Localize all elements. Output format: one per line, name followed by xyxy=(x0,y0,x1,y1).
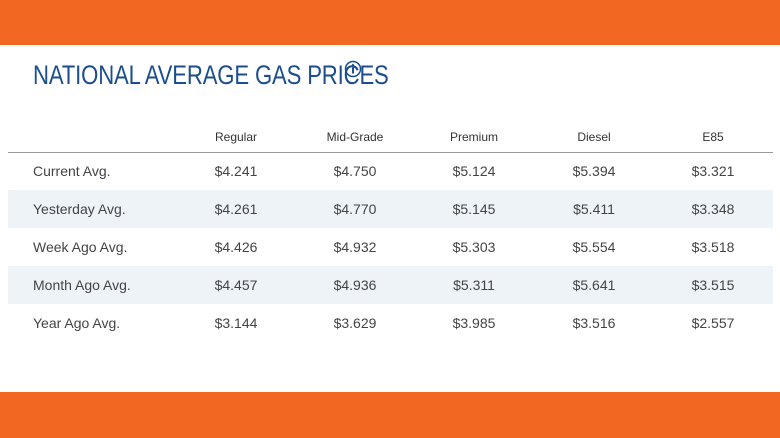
column-header: Premium xyxy=(449,130,499,144)
price-cell: $3.629 xyxy=(333,315,377,331)
row-label: Week Ago Avg. xyxy=(33,239,128,255)
price-cell: $4.770 xyxy=(333,201,377,217)
price-cell: $3.348 xyxy=(691,201,735,217)
header-rule xyxy=(8,152,773,153)
column-header: Mid-Grade xyxy=(326,130,384,144)
price-cell: $4.261 xyxy=(214,201,258,217)
price-cell: $2.557 xyxy=(691,315,735,331)
price-cell: $4.426 xyxy=(214,239,258,255)
price-cell: $3.321 xyxy=(691,163,735,179)
price-cell: $5.311 xyxy=(453,277,495,293)
price-cell: $3.516 xyxy=(572,315,616,331)
price-cell: $5.641 xyxy=(572,277,616,293)
price-cell: $4.241 xyxy=(214,163,258,179)
price-cell: $4.932 xyxy=(333,239,377,255)
price-cell: $3.985 xyxy=(452,315,496,331)
price-cell: $3.518 xyxy=(691,239,735,255)
row-background xyxy=(8,266,773,304)
price-cell: $3.144 xyxy=(214,315,258,331)
price-cell: $4.457 xyxy=(214,277,258,293)
info-icon[interactable] xyxy=(344,60,362,78)
price-cell: $5.554 xyxy=(572,239,616,255)
column-header: E85 xyxy=(702,130,724,144)
row-label: Year Ago Avg. xyxy=(33,315,121,331)
row-label: Current Avg. xyxy=(33,163,111,179)
top-banner xyxy=(0,0,780,45)
column-header: Diesel xyxy=(577,130,611,144)
price-cell: $5.124 xyxy=(452,163,496,179)
page-title: NATIONAL AVERAGE GAS PRICES xyxy=(33,60,389,90)
price-cell: $3.515 xyxy=(691,277,735,293)
price-cell: $4.936 xyxy=(333,277,377,293)
price-cell: $5.411 xyxy=(573,201,615,217)
row-label: Yesterday Avg. xyxy=(33,201,126,217)
column-header: Regular xyxy=(214,130,258,144)
bottom-banner xyxy=(0,392,780,438)
row-background xyxy=(8,190,773,228)
price-cell: $5.145 xyxy=(452,201,496,217)
row-label: Month Ago Avg. xyxy=(33,277,131,293)
price-cell: $5.303 xyxy=(452,239,496,255)
price-cell: $4.750 xyxy=(333,163,377,179)
price-cell: $5.394 xyxy=(572,163,616,179)
